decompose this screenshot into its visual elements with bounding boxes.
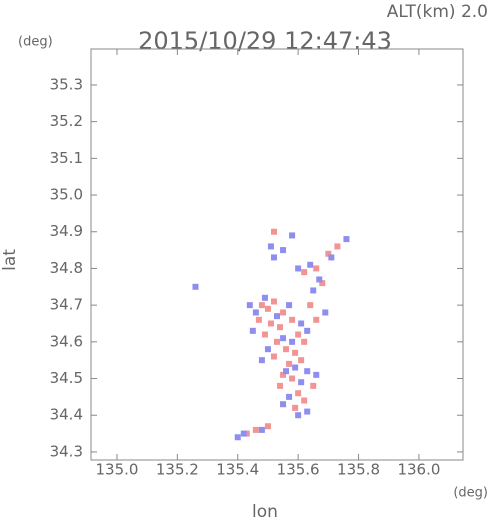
y-tick-label: 34.8 — [50, 259, 83, 277]
data-cell — [343, 236, 350, 243]
data-cell — [295, 412, 302, 419]
x-tick-label: 136.0 — [397, 461, 440, 479]
data-cell — [313, 316, 320, 323]
data-cell — [292, 364, 299, 371]
data-cell — [301, 338, 308, 345]
data-cell — [274, 338, 280, 345]
data-cell — [258, 426, 265, 433]
data-cell — [289, 316, 296, 323]
data-cell — [252, 309, 259, 316]
data-cell — [310, 287, 317, 294]
x-tick-label: 135.6 — [277, 461, 320, 479]
y-tick-label: 35.2 — [50, 112, 83, 130]
data-cell — [295, 331, 302, 338]
data-cell — [243, 430, 250, 437]
altitude: ALT(km) 2.0 — [387, 2, 488, 22]
data-cell — [307, 261, 314, 268]
data-cell — [295, 390, 302, 397]
data-cell — [319, 280, 326, 287]
data-cell — [304, 368, 311, 375]
data-cell — [261, 331, 268, 338]
data-cell — [292, 404, 299, 411]
y-tick-label: 34.4 — [50, 406, 83, 424]
data-cell — [316, 276, 323, 283]
y-tick-label: 34.7 — [50, 296, 83, 314]
data-cell — [270, 228, 277, 235]
data-cell — [258, 302, 265, 309]
data-cell — [258, 357, 265, 364]
chart-title: 2015/10/29 12:47:43 — [138, 27, 392, 55]
data-cell — [301, 397, 308, 404]
data-cell — [304, 408, 311, 415]
data-cell — [277, 324, 284, 331]
data-cell — [280, 335, 287, 342]
data-cell — [255, 316, 262, 323]
data-cell — [292, 349, 299, 356]
y-tick-label: 35.0 — [50, 186, 83, 204]
data-cell — [289, 232, 296, 239]
data-cell — [283, 368, 290, 375]
y-tick-label: 34.9 — [50, 222, 83, 240]
y-tick-label: 34.5 — [50, 369, 83, 387]
x-tick-label: 135.8 — [337, 461, 380, 479]
data-cell — [280, 309, 287, 316]
data-cell — [307, 302, 314, 309]
data-cell — [264, 346, 271, 353]
data-cell — [334, 243, 341, 250]
x-tick-label: 135.2 — [156, 461, 199, 479]
data-cell — [295, 265, 302, 272]
y-tick-label: 35.1 — [50, 149, 83, 167]
data-cell — [280, 371, 287, 378]
data-cell — [298, 379, 305, 386]
data-cell — [301, 269, 308, 276]
data-cell — [322, 309, 329, 316]
data-cell — [286, 302, 293, 309]
data-cell — [280, 401, 287, 408]
data-cell — [264, 305, 271, 312]
data-cell — [274, 313, 280, 320]
y-unit: (deg) — [18, 35, 53, 50]
data-cell — [325, 250, 332, 257]
x-unit: (deg) — [453, 486, 488, 501]
x-tick-label: 135.0 — [95, 461, 138, 479]
data-cell — [286, 360, 293, 367]
data-cell — [286, 393, 293, 400]
data-cell — [304, 327, 311, 334]
data-cell — [289, 338, 296, 345]
data-cell — [240, 430, 247, 437]
data-cell — [261, 294, 268, 301]
data-cell — [267, 320, 274, 327]
data-cell — [270, 254, 277, 261]
y-tick-label: 34.3 — [50, 442, 83, 460]
data-cell — [246, 302, 253, 309]
data-cell — [249, 327, 256, 334]
x-axis-label: lon — [252, 502, 278, 521]
data-cell — [277, 382, 284, 389]
data-cell — [267, 243, 274, 250]
data-cell — [298, 320, 305, 327]
data-cell — [328, 254, 335, 261]
y-tick-label: 34.6 — [50, 332, 83, 350]
data-cell — [289, 375, 296, 382]
data-cell — [283, 346, 290, 353]
data-cell — [270, 298, 277, 305]
x-tick-label: 135.4 — [216, 461, 259, 479]
data-cell — [313, 371, 320, 378]
data-cell — [280, 247, 287, 254]
y-axis-label: lat — [0, 249, 20, 271]
data-cell — [234, 434, 241, 441]
data-cell — [270, 353, 277, 360]
data-cell — [252, 426, 259, 433]
data-cell — [310, 382, 317, 389]
plot-frame — [90, 48, 464, 461]
data-cell — [298, 357, 305, 364]
y-tick-label: 35.3 — [50, 75, 83, 93]
data-cell — [264, 423, 271, 430]
data-cell — [313, 265, 320, 272]
data-cell — [192, 283, 199, 290]
